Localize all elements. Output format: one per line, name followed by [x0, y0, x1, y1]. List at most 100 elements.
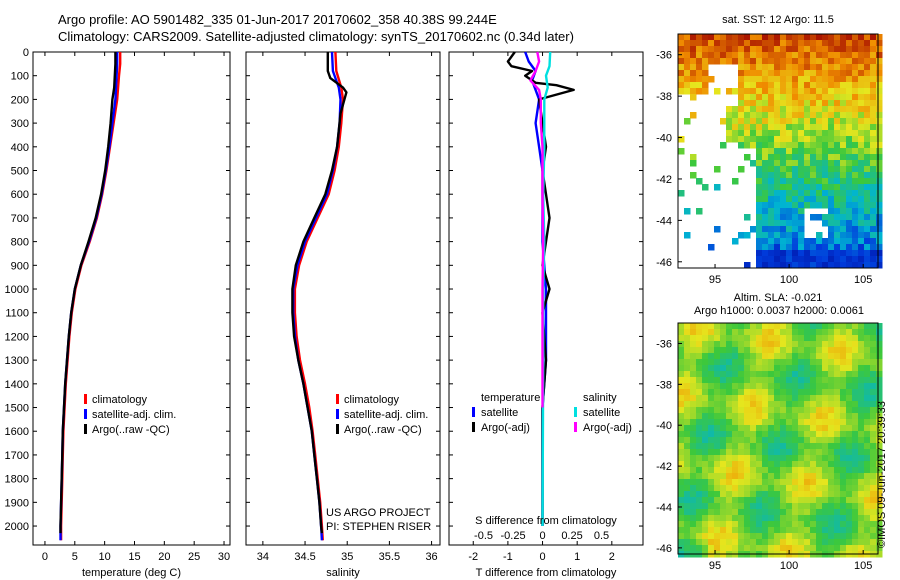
map-cell	[768, 491, 775, 498]
map-cell	[792, 353, 799, 360]
map-cell	[852, 353, 859, 360]
map-cell	[750, 124, 757, 131]
map-cell	[858, 184, 865, 191]
map-cell	[876, 46, 883, 53]
map-cell	[702, 473, 709, 480]
legend-swatch	[472, 422, 475, 432]
map-cell	[864, 479, 871, 486]
map-cell	[804, 130, 811, 137]
map-cell	[804, 533, 811, 540]
map-cell	[678, 509, 685, 516]
map-cell	[774, 383, 781, 390]
map-cell	[780, 443, 787, 450]
map-cell	[834, 214, 841, 221]
map-cell	[756, 58, 763, 65]
plot-frame	[245, 51, 441, 546]
map-cell	[864, 142, 871, 149]
map-cell	[720, 443, 727, 450]
map-cell	[876, 383, 883, 390]
map-cell	[726, 401, 733, 408]
map-cell	[792, 329, 799, 336]
map-cell	[816, 509, 823, 516]
map-cell	[774, 70, 781, 77]
map-cell	[690, 353, 697, 360]
map-cell	[858, 76, 865, 83]
map-cell	[786, 419, 793, 426]
map-cell	[738, 431, 745, 438]
map-cell	[798, 94, 805, 101]
map-cell	[702, 521, 709, 528]
map-cell	[858, 262, 865, 269]
map-cell	[708, 479, 715, 486]
map-cell	[840, 335, 847, 342]
map-cell	[780, 401, 787, 408]
map-cell	[858, 527, 865, 534]
map-cell	[798, 178, 805, 185]
map-cell	[834, 377, 841, 384]
map-cell	[852, 455, 859, 462]
map-cell	[774, 130, 781, 137]
map-cell	[834, 100, 841, 107]
map-cell	[840, 407, 847, 414]
map-cell	[780, 70, 787, 77]
map-cell	[702, 491, 709, 498]
map-cell	[798, 214, 805, 221]
map-cell	[750, 515, 757, 522]
map-x-tick-label: 100	[780, 274, 798, 286]
map-cell	[828, 353, 835, 360]
map-cell	[762, 142, 769, 149]
map-cell	[846, 70, 853, 77]
map-cell	[834, 160, 841, 167]
map-cell	[720, 545, 727, 552]
map-cell	[732, 118, 739, 125]
map-cell	[780, 130, 787, 137]
map-cell	[756, 329, 763, 336]
map-cell	[786, 479, 793, 486]
map-cell	[858, 449, 865, 456]
map-cell	[720, 485, 727, 492]
map-cell	[822, 244, 829, 251]
map-cell	[750, 467, 757, 474]
map-cell	[840, 106, 847, 113]
map-cell	[732, 443, 739, 450]
map-cell	[876, 551, 883, 558]
map-cell	[858, 118, 865, 125]
map-cell	[786, 473, 793, 480]
map-cell	[744, 88, 751, 95]
map-cell	[696, 503, 703, 510]
map-cell	[792, 419, 799, 426]
map-cell	[834, 82, 841, 89]
map-cell	[846, 473, 853, 480]
map-cell	[786, 178, 793, 185]
map-cell	[684, 118, 691, 125]
map-cell	[696, 407, 703, 414]
map-cell	[726, 359, 733, 366]
map-cell	[750, 136, 757, 143]
map-cell	[690, 88, 697, 95]
map-cell	[816, 389, 823, 396]
map-cell	[774, 467, 781, 474]
map-cell	[780, 214, 787, 221]
map-cell	[876, 455, 883, 462]
map-cell	[798, 64, 805, 71]
map-cell	[744, 353, 751, 360]
map-cell	[816, 178, 823, 185]
map-cell	[858, 371, 865, 378]
map-cell	[852, 335, 859, 342]
map-cell	[744, 395, 751, 402]
map-cell	[678, 58, 685, 65]
map-cell	[840, 383, 847, 390]
map-cell	[750, 509, 757, 516]
map-cell	[846, 461, 853, 468]
map-cell	[864, 124, 871, 131]
map-cell	[786, 455, 793, 462]
map-cell	[738, 118, 745, 125]
map-cell	[804, 329, 811, 336]
x-tick-label: 2	[609, 551, 615, 563]
map-cell	[798, 509, 805, 516]
map-cell	[756, 365, 763, 372]
map-cell	[858, 112, 865, 119]
map-cell	[786, 58, 793, 65]
map-cell	[696, 353, 703, 360]
map-cell	[858, 461, 865, 468]
